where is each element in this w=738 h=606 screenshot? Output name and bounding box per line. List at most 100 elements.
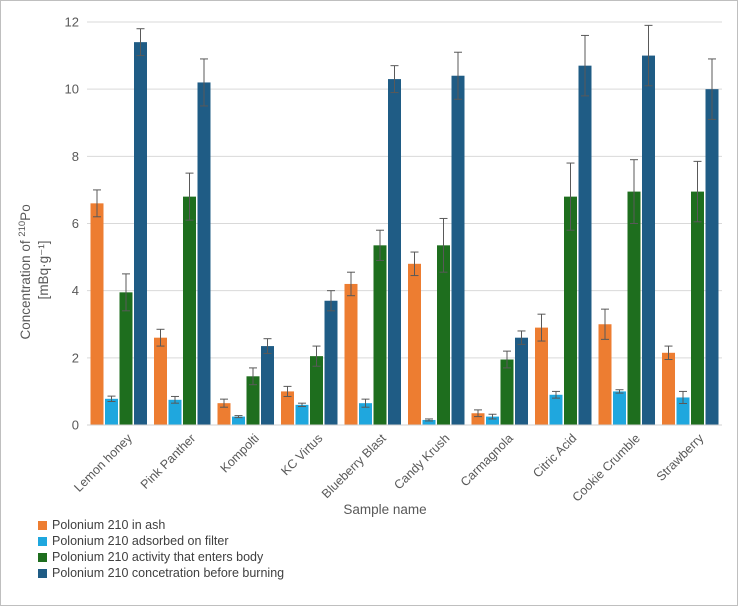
error-bar [263, 338, 272, 354]
bar [451, 75, 465, 425]
bar [422, 419, 436, 425]
error-bar [298, 402, 306, 408]
legend-label: Polonium 210 concetration before burning [52, 566, 285, 580]
error-bar [200, 58, 208, 107]
error-bar [249, 367, 257, 386]
legend-swatch [38, 568, 47, 578]
y-tick-label: 10 [65, 82, 79, 97]
y-axis-ticks: 0 2 4 6 8 10 12 [65, 15, 79, 433]
error-bar [693, 160, 702, 223]
legend-item: Polonium 210 concetration before burning [38, 565, 284, 581]
bar [373, 245, 387, 425]
error-bar [708, 58, 716, 120]
legend-swatch [38, 552, 47, 562]
bar [642, 55, 655, 425]
error-bar [347, 271, 355, 297]
y-tick-label: 12 [65, 15, 79, 30]
bar [359, 403, 372, 425]
bar [437, 245, 450, 425]
legend-item: Polonium 210 adsorbed on filter [38, 533, 284, 549]
x-tick-label: KC Virtus [278, 431, 325, 478]
error-bar [283, 385, 292, 397]
error-bar [390, 65, 399, 94]
error-bar [439, 217, 448, 273]
y-tick-label: 8 [72, 149, 79, 164]
error-bar [517, 330, 526, 345]
bar [564, 196, 577, 425]
error-bar [566, 162, 575, 231]
error-bar [601, 308, 609, 340]
bar [119, 292, 133, 425]
error-bar [664, 345, 673, 361]
bar [105, 398, 118, 425]
error-bar [156, 328, 165, 347]
bar [324, 300, 338, 425]
bar [90, 203, 104, 425]
gridlines [87, 21, 722, 359]
bar [295, 404, 309, 425]
error-bar [93, 189, 101, 218]
bar [662, 352, 675, 425]
x-tick-label: Citric Acid [530, 431, 579, 480]
error-bar [503, 350, 511, 369]
error-bar [220, 398, 228, 408]
error-bars [93, 24, 716, 422]
x-tick-label: Cookie Crumble [570, 431, 643, 504]
error-bar [122, 273, 130, 312]
error-bar [552, 390, 560, 399]
x-tick-label: Pink Panther [138, 431, 199, 492]
bar [598, 324, 612, 425]
y-tick-label: 2 [72, 350, 79, 365]
error-bar [361, 398, 370, 408]
bar [261, 346, 274, 425]
bar [246, 376, 260, 425]
bar [134, 42, 147, 426]
bar [471, 413, 485, 425]
legend: Polonium 210 in ash Polonium 210 adsorbed… [38, 517, 284, 581]
error-bar [327, 290, 335, 312]
bar [344, 283, 358, 425]
x-tick-label: Lemon honey [71, 431, 135, 495]
bar [168, 399, 182, 425]
y-tick-label: 4 [72, 283, 79, 298]
x-tick-label: Candy Krush [391, 431, 452, 492]
error-bar [376, 229, 384, 261]
y-axis-title-line2: [mBq·g⁻¹] [36, 241, 51, 300]
x-axis-categories: Lemon honey Pink Panther Kompolti KC Virtus… [71, 431, 706, 505]
bar [197, 82, 211, 425]
bar [691, 191, 704, 425]
bar [232, 416, 245, 425]
bar [535, 327, 548, 425]
x-tick-label: Kompolti [218, 431, 262, 475]
error-bar [679, 390, 687, 405]
legend-label: Polonium 210 in ash [52, 518, 166, 532]
x-tick-label: Carmagnola [458, 431, 516, 489]
legend-item: Polonium 210 activity that enters body [38, 549, 284, 565]
x-tick-label: Strawberry [654, 431, 707, 484]
bar [310, 356, 323, 425]
bar [408, 263, 421, 425]
error-bar [537, 313, 546, 342]
error-bar [488, 413, 497, 420]
error-bar [107, 395, 116, 402]
bar [515, 337, 528, 425]
legend-swatch [38, 520, 47, 530]
error-bar [410, 251, 419, 277]
error-bar [425, 418, 433, 422]
bar [281, 391, 294, 425]
bar [154, 337, 167, 425]
legend-item: Polonium 210 in ash [38, 517, 284, 533]
error-bar [474, 409, 482, 418]
legend-label: Polonium 210 activity that enters body [52, 550, 264, 564]
bar [388, 79, 401, 425]
error-bar [630, 159, 638, 224]
legend-label: Polonium 210 adsorbed on filter [52, 534, 229, 548]
error-bar [171, 395, 179, 404]
bar [500, 359, 514, 425]
y-tick-label: 0 [72, 418, 79, 433]
error-bar [136, 28, 145, 57]
error-bar [185, 172, 194, 221]
bar [613, 391, 626, 425]
bar [183, 196, 196, 425]
bar [549, 394, 563, 425]
